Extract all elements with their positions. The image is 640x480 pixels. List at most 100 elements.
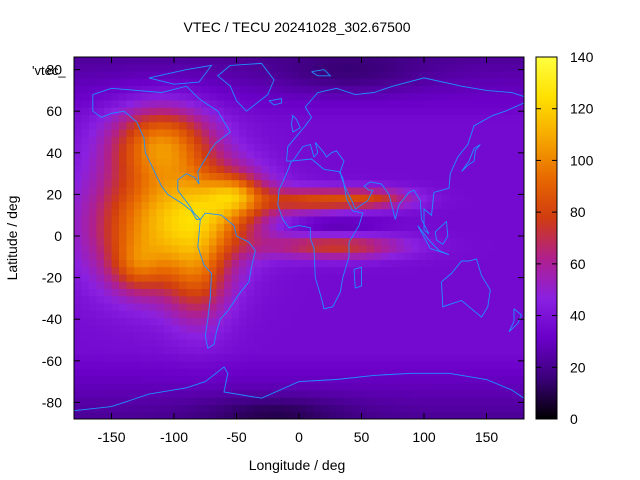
heatmap-cell bbox=[291, 318, 300, 326]
heatmap-cell bbox=[111, 405, 120, 413]
heatmap-cell bbox=[186, 173, 195, 181]
heatmap-cell bbox=[396, 100, 405, 109]
heatmap-cell bbox=[119, 71, 127, 80]
heatmap-cell bbox=[201, 252, 210, 261]
heatmap-cell bbox=[201, 57, 210, 65]
heatmap-cell bbox=[89, 165, 97, 174]
heatmap-cell bbox=[239, 376, 247, 384]
heatmap-cell bbox=[464, 100, 472, 109]
heatmap-cell bbox=[486, 194, 495, 203]
heatmap-cell bbox=[366, 347, 375, 355]
heatmap-cell bbox=[494, 86, 502, 94]
heatmap-cell bbox=[119, 332, 127, 341]
heatmap-cell bbox=[126, 115, 135, 123]
heatmap-cell bbox=[126, 412, 135, 419]
heatmap-cell bbox=[74, 209, 82, 217]
heatmap-cell bbox=[246, 165, 255, 174]
heatmap-cell bbox=[374, 107, 382, 116]
heatmap-cell bbox=[239, 252, 247, 261]
heatmap-cell bbox=[381, 64, 390, 72]
heatmap-cell bbox=[381, 412, 390, 419]
heatmap-cell bbox=[516, 216, 524, 225]
heatmap-cell bbox=[411, 318, 420, 326]
heatmap-cell bbox=[209, 216, 217, 225]
heatmap-cell bbox=[404, 368, 412, 377]
heatmap-cell bbox=[441, 354, 450, 362]
heatmap-cell bbox=[254, 209, 262, 217]
heatmap-cell bbox=[471, 339, 480, 348]
heatmap-cell bbox=[276, 289, 285, 297]
heatmap-cell bbox=[126, 252, 135, 261]
heatmap-cell bbox=[486, 93, 495, 101]
heatmap-cell bbox=[374, 231, 382, 239]
heatmap-cell bbox=[389, 151, 397, 159]
heatmap-cell bbox=[434, 223, 442, 232]
heatmap-cell bbox=[216, 397, 225, 406]
heatmap-cell bbox=[269, 209, 277, 217]
heatmap-cell bbox=[336, 216, 345, 225]
heatmap-cell bbox=[111, 216, 120, 225]
heatmap-cell bbox=[156, 390, 165, 399]
heatmap-cell bbox=[201, 397, 210, 406]
heatmap-cell bbox=[351, 361, 360, 370]
heatmap-cell bbox=[111, 78, 120, 87]
heatmap-cell bbox=[216, 165, 225, 174]
heatmap-cell bbox=[216, 260, 225, 268]
heatmap-cell bbox=[194, 252, 202, 261]
heatmap-cell bbox=[246, 202, 255, 210]
heatmap-cell bbox=[134, 296, 142, 304]
heatmap-cell bbox=[224, 390, 232, 399]
heatmap-cell bbox=[411, 202, 420, 210]
heatmap-cell bbox=[291, 107, 300, 116]
heatmap-cell bbox=[194, 144, 202, 152]
heatmap-cell bbox=[254, 376, 262, 384]
heatmap-cell bbox=[89, 289, 97, 297]
heatmap-cell bbox=[186, 165, 195, 174]
heatmap-cell bbox=[171, 100, 180, 109]
heatmap-cell bbox=[419, 354, 427, 362]
heatmap-cell bbox=[486, 376, 495, 384]
heatmap-cell bbox=[404, 144, 412, 152]
heatmap-cell bbox=[74, 100, 82, 109]
heatmap-cell bbox=[224, 136, 232, 145]
heatmap-cell bbox=[389, 296, 397, 304]
heatmap-cell bbox=[149, 136, 157, 145]
heatmap-cell bbox=[216, 310, 225, 319]
heatmap-cell bbox=[351, 383, 360, 391]
heatmap-cell bbox=[456, 129, 465, 138]
heatmap-cell bbox=[299, 194, 307, 203]
heatmap-cell bbox=[306, 260, 315, 268]
heatmap-cell bbox=[261, 252, 270, 261]
heatmap-cell bbox=[209, 238, 217, 246]
heatmap-cell bbox=[164, 354, 172, 362]
heatmap-cell bbox=[216, 187, 225, 196]
heatmap-cell bbox=[216, 223, 225, 232]
heatmap-cell bbox=[359, 397, 367, 406]
heatmap-cell bbox=[306, 64, 315, 72]
heatmap-cell bbox=[314, 202, 322, 210]
heatmap-cell bbox=[74, 260, 82, 268]
heatmap-cell bbox=[209, 93, 217, 101]
heatmap-cell bbox=[434, 71, 442, 80]
heatmap-cell bbox=[261, 93, 270, 101]
heatmap-cell bbox=[464, 267, 472, 275]
heatmap-cell bbox=[156, 252, 165, 261]
heatmap-cell bbox=[261, 347, 270, 355]
heatmap-cell bbox=[366, 57, 375, 65]
heatmap-cell bbox=[396, 376, 405, 384]
heatmap-cell bbox=[434, 281, 442, 290]
heatmap-cell bbox=[486, 289, 495, 297]
heatmap-cell bbox=[149, 165, 157, 174]
heatmap-cell bbox=[486, 383, 495, 391]
heatmap-cell bbox=[509, 223, 517, 232]
heatmap-cell bbox=[209, 202, 217, 210]
heatmap-cell bbox=[186, 100, 195, 109]
heatmap-cell bbox=[186, 129, 195, 138]
heatmap-cell bbox=[239, 325, 247, 333]
heatmap-cell bbox=[239, 310, 247, 319]
heatmap-cell bbox=[194, 267, 202, 275]
heatmap-cell bbox=[509, 173, 517, 181]
heatmap-cell bbox=[419, 318, 427, 326]
heatmap-cell bbox=[126, 238, 135, 246]
heatmap-cell bbox=[359, 115, 367, 123]
